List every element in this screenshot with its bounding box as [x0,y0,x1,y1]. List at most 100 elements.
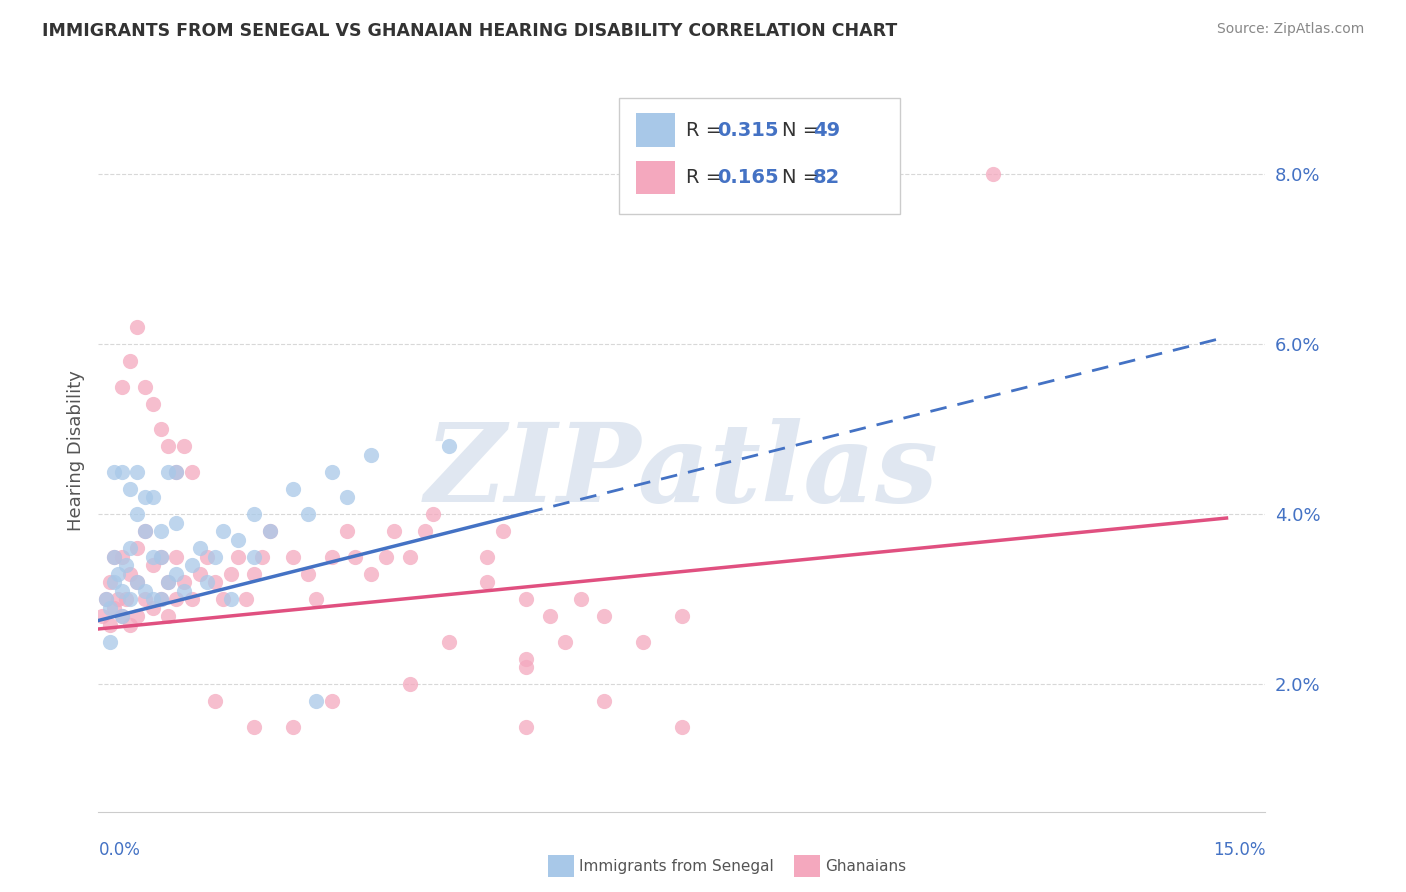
Point [111,380,134,394]
Point [321,465,343,479]
Point [281,549,304,564]
Y-axis label: Hearing Disability: Hearing Disability [66,370,84,531]
Point [118,482,141,496]
Point [188,566,211,581]
Text: R =: R = [686,168,728,187]
Point [398,677,420,691]
Point [235,592,257,607]
Point [569,592,592,607]
Point [180,465,202,479]
Point [127,575,149,590]
Point [118,566,141,581]
Point [142,397,165,411]
Point [118,592,141,607]
Text: R =: R = [686,120,728,140]
Point [631,634,654,648]
Point [111,609,134,624]
Point [165,465,187,479]
Point [243,566,266,581]
Point [204,694,226,708]
Text: 0.315: 0.315 [717,120,779,140]
Point [259,524,281,539]
Point [149,549,172,564]
Text: Source: ZipAtlas.com: Source: ZipAtlas.com [1216,22,1364,37]
Point [437,634,460,648]
Point [375,549,398,564]
Point [165,549,187,564]
Point [127,507,149,521]
Point [515,651,537,665]
Point [195,549,218,564]
Point [165,465,187,479]
Point [118,541,141,556]
Point [142,558,165,573]
Point [281,482,304,496]
Point [173,575,195,590]
Text: 0.165: 0.165 [717,168,779,187]
Text: N =: N = [782,120,825,140]
Point [336,490,359,504]
Point [149,592,172,607]
Point [127,320,149,334]
Point [103,575,125,590]
Point [98,634,121,648]
Point [228,549,250,564]
Point [165,566,187,581]
Point [142,549,165,564]
Point [111,583,134,598]
Point [180,592,202,607]
Point [134,380,156,394]
Point [149,524,172,539]
Point [134,592,156,607]
Point [127,575,149,590]
Point [142,600,165,615]
Point [142,490,165,504]
Point [212,524,235,539]
Text: 49: 49 [813,120,839,140]
Text: IMMIGRANTS FROM SENEGAL VS GHANAIAN HEARING DISABILITY CORRELATION CHART: IMMIGRANTS FROM SENEGAL VS GHANAIAN HEAR… [42,22,897,40]
Point [538,609,561,624]
Point [111,609,134,624]
Point [127,541,149,556]
Point [243,507,266,521]
Point [204,549,226,564]
Point [593,694,616,708]
Point [157,575,180,590]
Point [515,720,537,734]
Text: 15.0%: 15.0% [1213,840,1265,859]
Text: 0.0%: 0.0% [98,840,141,859]
Point [188,541,211,556]
Point [671,720,693,734]
Point [336,524,359,539]
Point [142,592,165,607]
Point [107,566,129,581]
Point [103,465,125,479]
Point [107,592,129,607]
Text: Immigrants from Senegal: Immigrants from Senegal [579,859,775,873]
Point [114,558,136,573]
Point [157,465,180,479]
Point [344,549,367,564]
Point [297,566,319,581]
Point [149,422,172,436]
Point [134,524,156,539]
Text: N =: N = [782,168,825,187]
Point [212,592,235,607]
Text: 82: 82 [813,168,839,187]
Point [173,439,195,453]
Point [321,694,343,708]
Point [165,592,187,607]
Point [157,609,180,624]
Point [554,634,576,648]
Point [103,549,125,564]
Point [134,583,156,598]
Point [195,575,218,590]
Point [515,592,537,607]
Point [305,592,328,607]
Point [413,524,436,539]
Point [134,524,156,539]
Point [114,592,136,607]
Point [103,549,125,564]
Point [134,490,156,504]
Point [515,660,537,674]
